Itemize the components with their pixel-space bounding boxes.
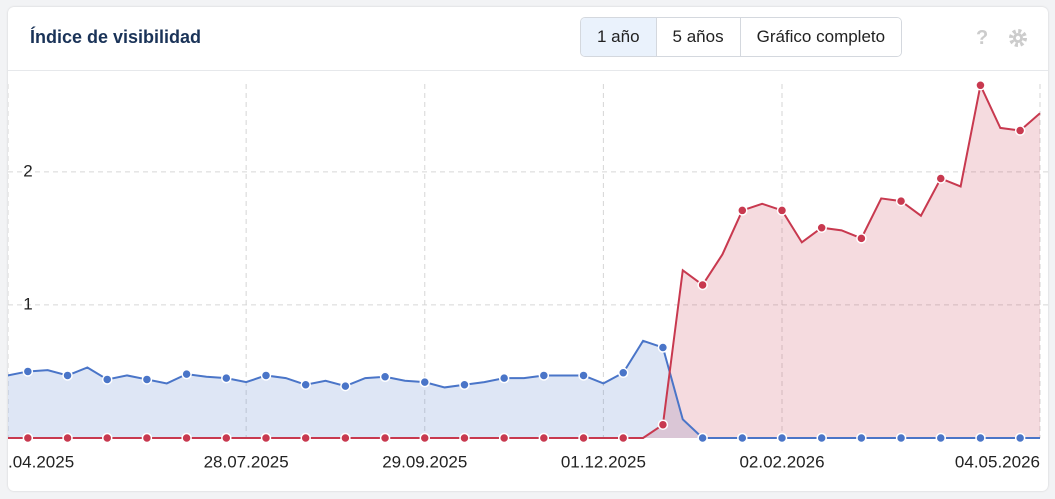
data-point <box>895 432 907 444</box>
data-point <box>776 205 788 216</box>
data-point <box>737 432 748 444</box>
divider <box>8 70 1048 71</box>
series-area <box>8 340 1040 438</box>
data-point <box>22 432 34 444</box>
data-point <box>578 432 589 444</box>
data-point <box>62 432 73 444</box>
data-point <box>657 342 669 353</box>
help-icon[interactable]: ? <box>976 27 989 49</box>
data-point <box>419 376 431 388</box>
data-point <box>538 432 550 444</box>
data-point <box>260 370 272 381</box>
data-point <box>141 374 153 385</box>
data-point <box>935 173 947 184</box>
data-point <box>300 432 311 444</box>
data-point <box>459 432 470 444</box>
data-point <box>657 419 669 430</box>
data-point <box>498 432 510 444</box>
data-point <box>617 432 629 444</box>
series-line <box>8 339 1040 439</box>
data-point <box>340 380 351 392</box>
data-point <box>975 80 986 91</box>
data-point <box>856 432 867 444</box>
x-tick-label: 04.05.2026 <box>955 452 1040 471</box>
data-point <box>221 372 232 384</box>
data-point <box>379 371 391 383</box>
x-tick-label: .04.2025 <box>8 452 74 471</box>
data-point <box>816 222 827 233</box>
data-point <box>617 367 629 379</box>
data-point <box>856 233 867 244</box>
data-point <box>260 432 272 444</box>
data-point <box>975 432 986 444</box>
data-point <box>101 374 113 385</box>
data-point <box>419 432 431 444</box>
data-point <box>895 195 907 207</box>
x-tick-label: 29.09.2025 <box>382 452 467 471</box>
data-point <box>101 432 113 444</box>
data-point <box>300 379 311 391</box>
settings-icon[interactable] <box>1008 28 1028 48</box>
data-point <box>737 205 748 216</box>
y-tick-label: 2 <box>23 161 32 180</box>
data-point <box>141 432 153 444</box>
data-point <box>578 370 589 381</box>
data-point <box>816 432 827 444</box>
data-point <box>1014 432 1026 444</box>
data-point <box>62 370 73 381</box>
series-line <box>8 82 1041 439</box>
series-area <box>8 85 1040 439</box>
x-tick-label: 02.02.2026 <box>739 452 824 471</box>
y-tick-label: 1 <box>23 294 32 313</box>
data-point <box>498 372 510 384</box>
data-point <box>697 279 708 291</box>
data-point <box>22 366 34 377</box>
data-point <box>181 432 192 444</box>
card: Índice de visibilidad 1 año 5 años Gráfi… <box>8 7 1048 491</box>
x-tick-label: 01.12.2025 <box>561 452 646 471</box>
data-point <box>1014 125 1026 136</box>
data-point <box>538 370 550 381</box>
range-buttons: 1 año 5 años Gráfico completo <box>580 17 903 57</box>
data-point <box>459 379 470 391</box>
data-point <box>935 432 947 444</box>
range-button[interactable]: 1 año <box>581 18 656 56</box>
range-button[interactable]: Gráfico completo <box>739 18 902 56</box>
data-point <box>379 432 391 444</box>
widget-title: Índice de visibilidad <box>30 27 202 47</box>
data-point <box>340 432 351 444</box>
data-point <box>221 432 232 444</box>
x-tick-label: 28.07.2025 <box>204 452 289 471</box>
range-button[interactable]: 5 años <box>655 18 740 56</box>
data-point <box>697 432 708 444</box>
data-point <box>181 368 192 380</box>
data-point <box>776 432 788 444</box>
